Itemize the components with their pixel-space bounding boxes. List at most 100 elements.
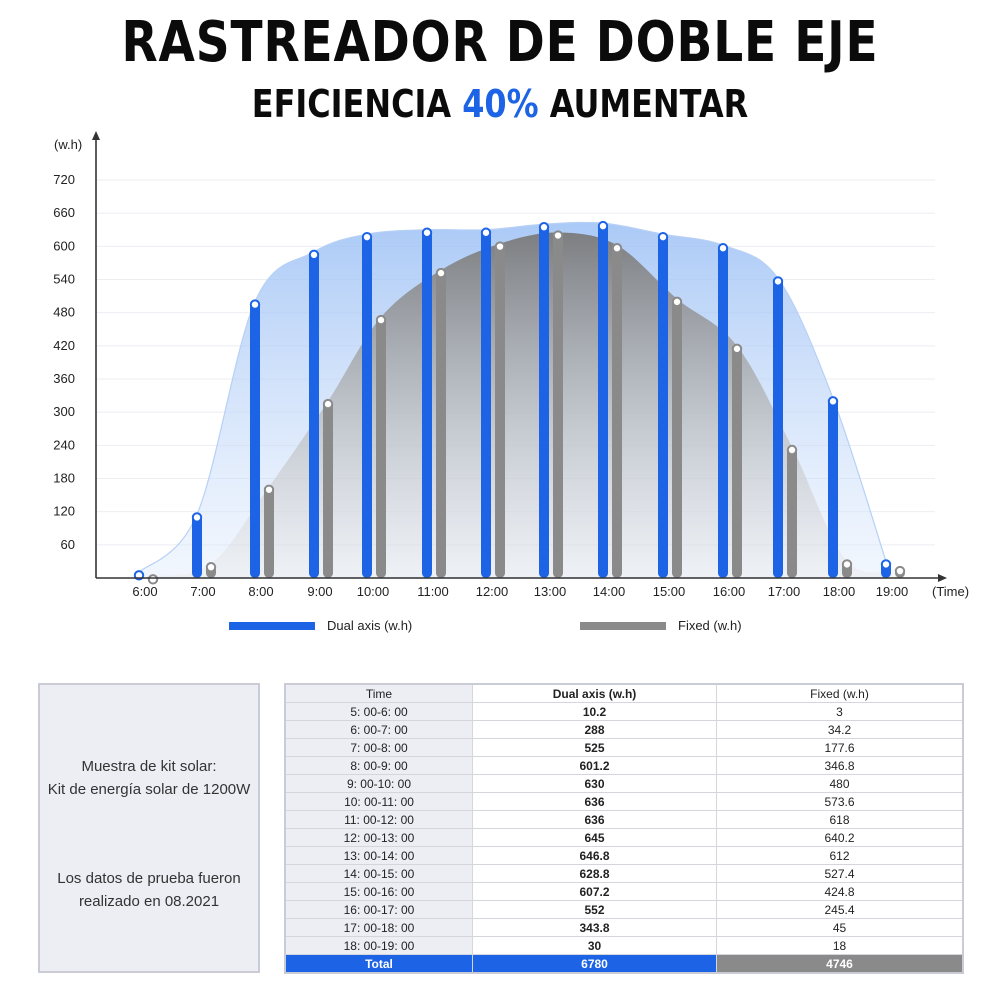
cell-dual: 288 <box>472 720 717 739</box>
dual-axis-bar <box>718 245 728 578</box>
x-tick-label: 9:00 <box>307 584 332 599</box>
table-row: 5: 00-6: 00 10.2 3 <box>284 702 964 721</box>
fixed-point <box>263 484 275 495</box>
subtitle-post: AUMENTAR <box>538 82 749 126</box>
dual-axis-point <box>717 243 729 254</box>
cell-fixed: 618 <box>716 810 964 829</box>
table-total-row: Total 6780 4746 <box>284 954 964 974</box>
cell-fixed: 573.6 <box>716 792 964 811</box>
x-tick-label: 19:00 <box>876 584 909 599</box>
x-axis-label: (Time) <box>932 584 969 599</box>
dual-axis-point <box>597 220 609 232</box>
fixed-bar <box>612 245 622 578</box>
dual-axis-bar <box>773 278 783 578</box>
test-note-line1: Los datos de prueba fueron <box>57 870 241 887</box>
kit-note-line2: Kit de energía solar de 1200W <box>47 781 251 798</box>
kit-note: Muestra de kit solar: Kit de energía sol… <box>40 755 258 801</box>
table-row: 14: 00-15: 00 628.8 527.4 <box>284 864 964 883</box>
fixed-bar <box>672 298 682 578</box>
dual-axis-bar <box>422 229 432 578</box>
cell-time: 10: 00-11: 00 <box>284 792 473 811</box>
cell-time: 8: 00-9: 00 <box>284 756 473 775</box>
x-tick-label: 8:00 <box>248 584 273 599</box>
x-tick-label: 17:00 <box>768 584 801 599</box>
cell-fixed: 424.8 <box>716 882 964 901</box>
cell-dual: 525 <box>472 738 717 757</box>
dual-axis-point <box>191 512 203 523</box>
table-row: 6: 00-7: 00 288 34.2 <box>284 720 964 739</box>
x-tick-label: 12:00 <box>476 584 509 599</box>
x-tick-label: 11:00 <box>417 584 449 599</box>
y-tick-label: 360 <box>53 371 75 386</box>
y-tick-label: 60 <box>61 537 75 552</box>
subtitle-pre: EFICIENCIA <box>251 82 463 126</box>
y-tick-label: 180 <box>53 471 75 486</box>
cell-time: 6: 00-7: 00 <box>284 720 473 739</box>
cell-fixed: 45 <box>716 918 964 937</box>
total-label: Total <box>284 954 473 974</box>
fixed-bar <box>436 270 446 578</box>
cell-dual: 601.2 <box>472 756 717 775</box>
x-tick-label: 7:00 <box>190 584 215 599</box>
tick-labels: 60 120 180 240 300 360 420 480 540 600 660 720 6:00 7… <box>53 172 908 599</box>
fixed-bar <box>376 317 386 578</box>
fixed-point <box>894 565 906 577</box>
dual-axis-bar <box>539 224 549 578</box>
fixed-bar <box>553 232 563 578</box>
cell-fixed: 346.8 <box>716 756 964 775</box>
fixed-point <box>375 314 387 326</box>
y-tick-label: 120 <box>53 504 75 519</box>
cell-dual: 645 <box>472 828 717 847</box>
legend-swatch-fixed <box>580 621 666 630</box>
table-header-row: Time Dual axis (w.h) Fixed (w.h) <box>284 683 964 703</box>
fixed-point <box>205 561 217 573</box>
table-row: 13: 00-14: 00 646.8 612 <box>284 846 964 865</box>
dual-axis-bar <box>598 223 608 578</box>
total-fixed: 4746 <box>716 954 964 974</box>
y-tick-label: 480 <box>53 305 75 320</box>
legend-item-dual: Dual axis (w.h) <box>229 618 412 633</box>
y-tick-label: 300 <box>53 404 75 419</box>
cell-fixed: 640.2 <box>716 828 964 847</box>
dual-axis-point <box>308 249 320 261</box>
fixed-point <box>147 574 159 585</box>
cell-dual: 10.2 <box>472 702 717 721</box>
cell-time: 15: 00-16: 00 <box>284 882 473 901</box>
test-note-line2: realizado en 08.2021 <box>78 893 220 910</box>
cell-dual: 30 <box>472 936 717 955</box>
table-row: 7: 00-8: 00 525 177.6 <box>284 738 964 757</box>
cell-time: 7: 00-8: 00 <box>284 738 473 757</box>
cell-dual: 343.8 <box>472 918 717 937</box>
total-dual: 6780 <box>472 954 717 974</box>
cell-time: 16: 00-17: 00 <box>284 900 473 919</box>
fixed-bar <box>264 486 274 578</box>
table-row: 12: 00-13: 00 645 640.2 <box>284 828 964 847</box>
fixed-point <box>611 243 623 254</box>
x-tick-label: 13:00 <box>534 584 567 599</box>
y-tick-label: 600 <box>53 238 75 253</box>
cell-time: 13: 00-14: 00 <box>284 846 473 865</box>
cell-dual: 630 <box>472 774 717 793</box>
fixed-point <box>322 398 334 410</box>
fixed-point <box>671 296 683 308</box>
cell-dual: 628.8 <box>472 864 717 883</box>
bar-layer <box>133 220 906 585</box>
dual-axis-point <box>772 276 784 287</box>
table-row: 10: 00-11: 00 636 573.6 <box>284 792 964 811</box>
cell-fixed: 612 <box>716 846 964 865</box>
x-tick-label: 15:00 <box>653 584 686 599</box>
x-axis-arrow <box>938 574 947 582</box>
cell-fixed: 245.4 <box>716 900 964 919</box>
table-header-fixed: Fixed (w.h) <box>716 683 964 703</box>
cell-time: 17: 00-18: 00 <box>284 918 473 937</box>
kit-note-line1: Muestra de kit solar: <box>81 758 217 775</box>
fixed-point <box>435 267 447 279</box>
dual-axis-point <box>657 231 669 243</box>
x-tick-label: 6:00 <box>132 584 157 599</box>
cell-time: 9: 00-10: 00 <box>284 774 473 793</box>
cell-fixed: 480 <box>716 774 964 793</box>
legend-item-fixed: Fixed (w.h) <box>580 618 742 633</box>
fixed-point <box>494 241 506 252</box>
dual-axis-bar <box>362 234 372 578</box>
test-note: Los datos de prueba fueron realizado en … <box>40 867 258 913</box>
